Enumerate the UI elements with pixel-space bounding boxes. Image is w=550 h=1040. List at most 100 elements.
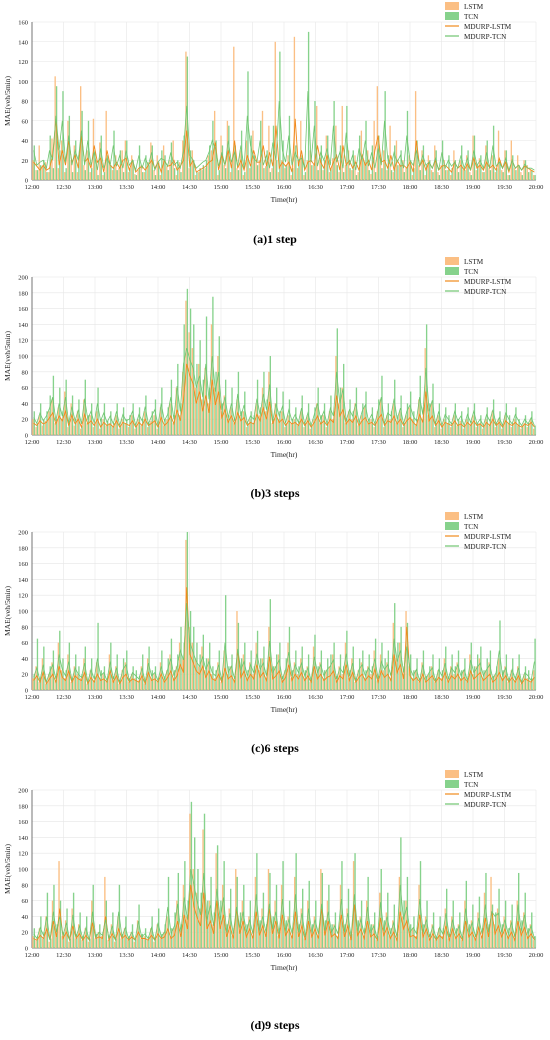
bar-tcn (448, 155, 450, 180)
bar-tcn (432, 383, 434, 435)
bar-lstm (249, 168, 251, 180)
bar-tcn (135, 175, 138, 180)
x-tick-label: 17:30 (371, 952, 386, 959)
bar-lstm (38, 682, 40, 690)
bar-tcn (394, 145, 396, 180)
bar-lstm (105, 425, 107, 435)
y-tick-label: 20 (22, 930, 29, 937)
bar-tcn (56, 924, 58, 948)
bar-tcn (252, 928, 255, 948)
bar-tcn (125, 916, 127, 948)
bar-lstm (459, 420, 461, 435)
bar-tcn (489, 170, 492, 180)
bar-lstm (490, 876, 492, 948)
bar-lstm (198, 172, 200, 180)
bar-lstm (526, 936, 528, 948)
bar-lstm (430, 170, 433, 180)
bar-lstm (373, 427, 375, 435)
bar-tcn (406, 403, 409, 435)
y-axis-label: MAE(veh/5min) (3, 844, 12, 894)
bar-lstm (443, 419, 445, 435)
y-tick-label: 200 (18, 788, 28, 795)
bar-tcn (330, 168, 332, 180)
bar-lstm (491, 155, 493, 180)
x-tick-label: 19:30 (497, 439, 512, 446)
bar-tcn (473, 135, 476, 180)
bar-tcn (358, 135, 361, 180)
bar-tcn (158, 678, 160, 690)
chart-caption-c: (c)6 steps (251, 741, 299, 755)
bar-tcn (87, 120, 90, 180)
x-tick-label: 18:00 (403, 184, 418, 191)
bar-lstm (107, 940, 109, 948)
bar-lstm (392, 622, 394, 690)
bar-lstm (319, 662, 321, 690)
bar-tcn (336, 675, 338, 690)
bar-lstm (80, 678, 82, 690)
bar-lstm (166, 166, 168, 180)
bar-tcn (65, 168, 67, 180)
bar-lstm (316, 403, 318, 435)
bar-tcn (135, 425, 138, 435)
chart-caption-b: (b)3 steps (250, 486, 300, 500)
bar-lstm (488, 662, 490, 690)
bar-tcn (528, 670, 530, 690)
bar-tcn (69, 938, 72, 948)
bar-lstm (293, 876, 296, 948)
bar-tcn (534, 936, 536, 948)
bar-lstm (389, 125, 391, 180)
bar-lstm (462, 428, 465, 435)
bar-lstm (73, 425, 75, 435)
bar-lstm (236, 399, 238, 435)
bar-lstm (188, 168, 190, 180)
bar-lstm (192, 869, 194, 948)
bar-lstm (32, 678, 34, 690)
legend-swatch (445, 267, 459, 275)
bar-lstm (51, 662, 53, 690)
bar-tcn (91, 403, 93, 435)
bar-lstm (532, 428, 535, 435)
bar-lstm (277, 419, 280, 435)
bar-tcn (78, 155, 80, 180)
bar-lstm (242, 175, 245, 180)
bar-lstm (124, 140, 127, 180)
bar-lstm (169, 936, 171, 948)
bar-tcn (84, 170, 86, 180)
bar-lstm (532, 670, 535, 690)
bar-lstm (382, 928, 384, 948)
bar-lstm (344, 423, 347, 435)
bar-tcn (291, 168, 294, 180)
bar-lstm (284, 928, 286, 948)
bar-tcn (492, 125, 495, 180)
bar-tcn (349, 670, 351, 690)
bar-tcn (148, 646, 150, 690)
x-tick-label: 14:30 (182, 952, 197, 959)
bar-lstm (77, 924, 80, 948)
bar-tcn (518, 165, 520, 180)
bar-tcn (488, 924, 490, 948)
bar-lstm (89, 670, 91, 690)
y-tick-label: 140 (18, 39, 28, 46)
bar-tcn (209, 387, 211, 435)
bar-tcn (78, 399, 80, 435)
line-mdurp-lstm (33, 587, 535, 686)
bar-lstm (44, 683, 47, 690)
bar-tcn (43, 932, 45, 948)
bar-tcn (103, 403, 106, 435)
legend-label: MDURP-LSTM (464, 278, 512, 286)
bar-lstm (373, 650, 375, 690)
bar-tcn (202, 634, 204, 690)
bar-tcn (103, 666, 106, 690)
bar-lstm (501, 428, 503, 435)
bar-lstm (255, 160, 257, 180)
bar-tcn (378, 675, 380, 690)
bar-lstm (35, 940, 37, 948)
bar-tcn (154, 399, 157, 435)
bar-tcn (279, 411, 281, 435)
bar-tcn (233, 928, 235, 948)
bar-lstm (32, 160, 34, 180)
bar-tcn (224, 379, 227, 435)
bar-lstm (395, 423, 398, 435)
bar-lstm (526, 427, 528, 435)
bar-tcn (231, 160, 233, 180)
